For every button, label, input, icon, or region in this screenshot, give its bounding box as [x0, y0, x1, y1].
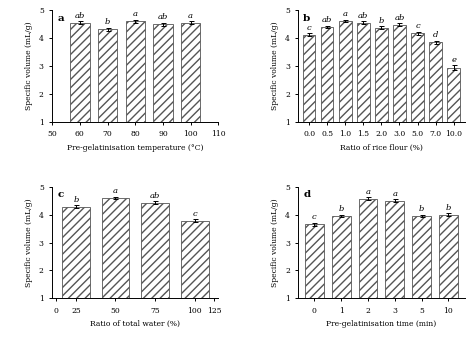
Bar — [357, 23, 370, 150]
Text: ab: ab — [75, 12, 85, 20]
X-axis label: Ratio of rice flour (%): Ratio of rice flour (%) — [340, 144, 423, 152]
X-axis label: Ratio of total water (%): Ratio of total water (%) — [90, 320, 180, 328]
X-axis label: Pre-gelatinisation temperature (°C): Pre-gelatinisation temperature (°C) — [67, 144, 203, 152]
Text: ab: ab — [158, 13, 168, 21]
Bar — [339, 21, 352, 150]
Text: a: a — [57, 14, 64, 23]
Text: c: c — [192, 210, 197, 218]
Text: c: c — [57, 190, 64, 199]
Y-axis label: Specific volume (mL/g): Specific volume (mL/g) — [271, 22, 279, 110]
Bar — [332, 216, 351, 326]
Text: ab: ab — [322, 16, 332, 24]
Y-axis label: Specific volume (mL/g): Specific volume (mL/g) — [25, 22, 33, 110]
Text: ab: ab — [150, 192, 160, 200]
Bar — [181, 23, 201, 150]
Text: ab: ab — [358, 12, 368, 20]
Text: c: c — [415, 22, 420, 30]
Text: b: b — [419, 205, 424, 213]
Text: b: b — [303, 14, 310, 23]
Bar — [126, 22, 145, 150]
Text: a: a — [113, 187, 118, 195]
Bar — [411, 33, 424, 150]
Text: a: a — [133, 10, 138, 19]
Bar — [429, 43, 442, 150]
Bar — [98, 29, 117, 150]
Text: d: d — [303, 190, 310, 199]
Bar — [447, 68, 460, 150]
Text: b: b — [73, 196, 79, 204]
Bar — [62, 207, 90, 326]
Bar — [385, 201, 404, 326]
Bar — [303, 35, 315, 150]
Bar — [439, 215, 458, 326]
Bar — [305, 224, 324, 326]
Text: b: b — [379, 16, 384, 25]
Y-axis label: Specific volume (mL/g): Specific volume (mL/g) — [25, 198, 33, 287]
Text: ab: ab — [394, 14, 405, 22]
Text: a: a — [365, 188, 371, 196]
Bar — [181, 221, 209, 326]
Bar — [375, 27, 388, 150]
Text: a: a — [343, 10, 348, 18]
Bar — [101, 198, 129, 326]
Bar — [321, 27, 334, 150]
Bar — [359, 199, 377, 326]
Bar — [412, 216, 431, 326]
Bar — [70, 23, 90, 150]
Text: b: b — [446, 204, 451, 212]
Text: b: b — [105, 18, 110, 26]
Text: c: c — [307, 24, 311, 32]
Text: e: e — [451, 56, 456, 63]
X-axis label: Pre-gelatinisation time (min): Pre-gelatinisation time (min) — [326, 320, 437, 328]
Text: b: b — [338, 205, 344, 213]
Bar — [393, 25, 406, 150]
Text: a: a — [392, 190, 397, 198]
Text: c: c — [312, 213, 317, 221]
Text: a: a — [188, 12, 193, 20]
Bar — [153, 24, 173, 150]
Text: d: d — [433, 31, 438, 39]
Y-axis label: Specific volume (mL/g): Specific volume (mL/g) — [271, 198, 279, 287]
Bar — [141, 203, 169, 326]
